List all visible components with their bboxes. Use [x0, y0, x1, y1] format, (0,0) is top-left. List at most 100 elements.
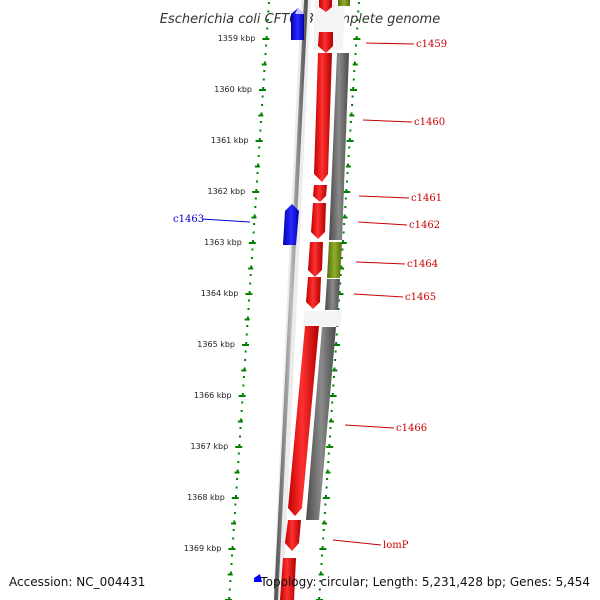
ruler-dot-outer	[349, 129, 352, 132]
ruler-major-tick-outer	[343, 191, 351, 193]
ruler-dot-outer	[340, 257, 343, 259]
ruler-dot-inner	[233, 512, 236, 514]
ruler-dot-outer	[352, 87, 355, 89]
gene-arrow-c1459	[318, 32, 333, 53]
leader-c1460	[362, 119, 413, 123]
ruler-major-tick-inner	[252, 191, 260, 193]
ruler-minor-tick-outer	[342, 216, 348, 219]
ruler-major-tick-inner	[245, 293, 253, 295]
ruler-dot-inner	[240, 410, 243, 412]
ruler-dot-inner	[244, 359, 247, 361]
gene-arrow-reverse-bottom	[254, 574, 262, 582]
ruler-major-tick-outer	[346, 140, 354, 142]
ruler-minor-tick-outer	[318, 573, 324, 576]
ruler-dot-outer	[331, 393, 334, 395]
ruler-major-tick-inner	[248, 242, 256, 244]
leader-c1462	[357, 221, 408, 226]
ruler-major-tick-inner	[255, 140, 263, 142]
ruler-labels: 1359 kbp 1360 kbp 1361 kbp 1362 kbp 1363 kbp…	[184, 34, 256, 553]
ruler-dot-outer	[350, 112, 353, 115]
ruler-dot-inner	[256, 172, 259, 174]
ruler-major-tick-inner	[231, 497, 239, 499]
ruler-dot-outer	[326, 478, 329, 480]
ruler-minor-tick-outer	[332, 369, 338, 372]
leader-c1466	[344, 424, 395, 429]
ruler-minor-tick-outer	[349, 114, 355, 117]
gene-arrow-c1464	[308, 242, 323, 277]
leader-c1465	[353, 293, 404, 298]
ruler-dot-inner	[255, 189, 258, 191]
ruler-dot-inner	[253, 214, 256, 217]
ruler-major-tick-outer	[329, 395, 337, 397]
ruler-dot-inner	[258, 146, 261, 149]
ruler-dot-inner	[254, 206, 257, 208]
ruler-kbp-label: 1367 kbp	[190, 442, 228, 451]
ruler-dot-outer	[334, 359, 337, 361]
gene-arrow-partial-bottom	[280, 558, 296, 600]
ruler-dot-inner	[245, 333, 248, 336]
ruler-dot-outer	[328, 444, 331, 446]
ruler-dot-outer	[322, 529, 325, 531]
ruler-dot-inner	[228, 597, 231, 599]
ruler-dot-inner	[240, 418, 243, 421]
ruler-dot-outer	[354, 53, 357, 55]
gene-label-c1466: c1466	[396, 423, 427, 434]
ruler-minor-tick-outer	[328, 420, 334, 423]
ruler-minor-tick-inner	[227, 573, 233, 576]
ruler-dot-inner	[256, 180, 258, 183]
ruler-major-tick-outer	[319, 548, 327, 550]
ruler-dot-outer	[320, 563, 323, 565]
ruler-dot-inner	[249, 274, 252, 276]
ruler-dot-inner	[266, 27, 269, 30]
ruler-dot-outer	[330, 410, 333, 412]
leader-c1464	[355, 261, 406, 265]
ruler-minor-tick-inner	[234, 471, 240, 474]
ruler-dot-outer	[325, 486, 328, 489]
ruler-dot-outer	[352, 78, 355, 81]
ruler-dot-inner	[250, 257, 253, 259]
gene-arrow-reverse-top-highlight	[295, 8, 304, 14]
ruler-kbp-label: 1359 kbp	[218, 34, 256, 43]
ruler-dot-inner	[231, 546, 234, 548]
ruler-dot-outer	[321, 546, 324, 548]
backbone-line	[274, 0, 308, 600]
gene-arrow-c1465	[306, 277, 321, 309]
ruler-dot-inner	[251, 248, 254, 251]
ruler-major-tick-outer	[350, 89, 357, 91]
ruler-dot-inner	[241, 393, 244, 395]
ruler-dot-outer	[321, 554, 323, 557]
ruler-major-tick-inner	[235, 446, 243, 448]
gene-arrow-c1461	[313, 185, 327, 202]
ruler-dot-outer	[331, 401, 334, 404]
ruler-dot-inner	[259, 121, 262, 123]
ruler-dot-outer	[324, 503, 327, 506]
ruler-dot-inner	[259, 129, 262, 132]
ruler-major-tick-outer	[326, 446, 334, 448]
ruler-kbp-label: 1363 kbp	[204, 238, 242, 247]
ruler-dot-outer	[339, 282, 342, 285]
ruler-dot-inner	[236, 478, 239, 480]
ruler-minor-tick-inner	[254, 165, 260, 168]
ruler-major-tick-outer	[336, 293, 344, 295]
ruler-major-tick-outer	[339, 242, 347, 244]
ruler-dot-outer	[329, 427, 332, 429]
ruler-dot-outer	[323, 512, 326, 514]
ruler-dot-inner	[242, 384, 245, 387]
ruler-dot-outer	[353, 61, 356, 64]
ruler-dot-outer	[335, 333, 338, 336]
gene-label-lomP: lomP	[383, 540, 409, 551]
ruler-dot-outer	[338, 291, 341, 293]
ruler-dot-inner	[239, 427, 242, 429]
ruler-dot-inner	[232, 529, 235, 531]
gene-label-c1465: c1465	[405, 292, 436, 303]
ruler-dot-outer	[341, 248, 344, 251]
ruler-dot-inner	[249, 282, 252, 285]
gene-label-c1464: c1464	[407, 259, 438, 270]
ruler-dot-outer	[348, 146, 351, 149]
ruler-dot-inner	[229, 580, 232, 582]
ruler-dot-inner	[261, 104, 264, 106]
ruler-minor-tick-inner	[241, 369, 247, 372]
ruler-dot-inner	[248, 299, 250, 302]
ruler-dot-inner	[233, 520, 236, 523]
ruler-dot-inner	[245, 342, 248, 344]
